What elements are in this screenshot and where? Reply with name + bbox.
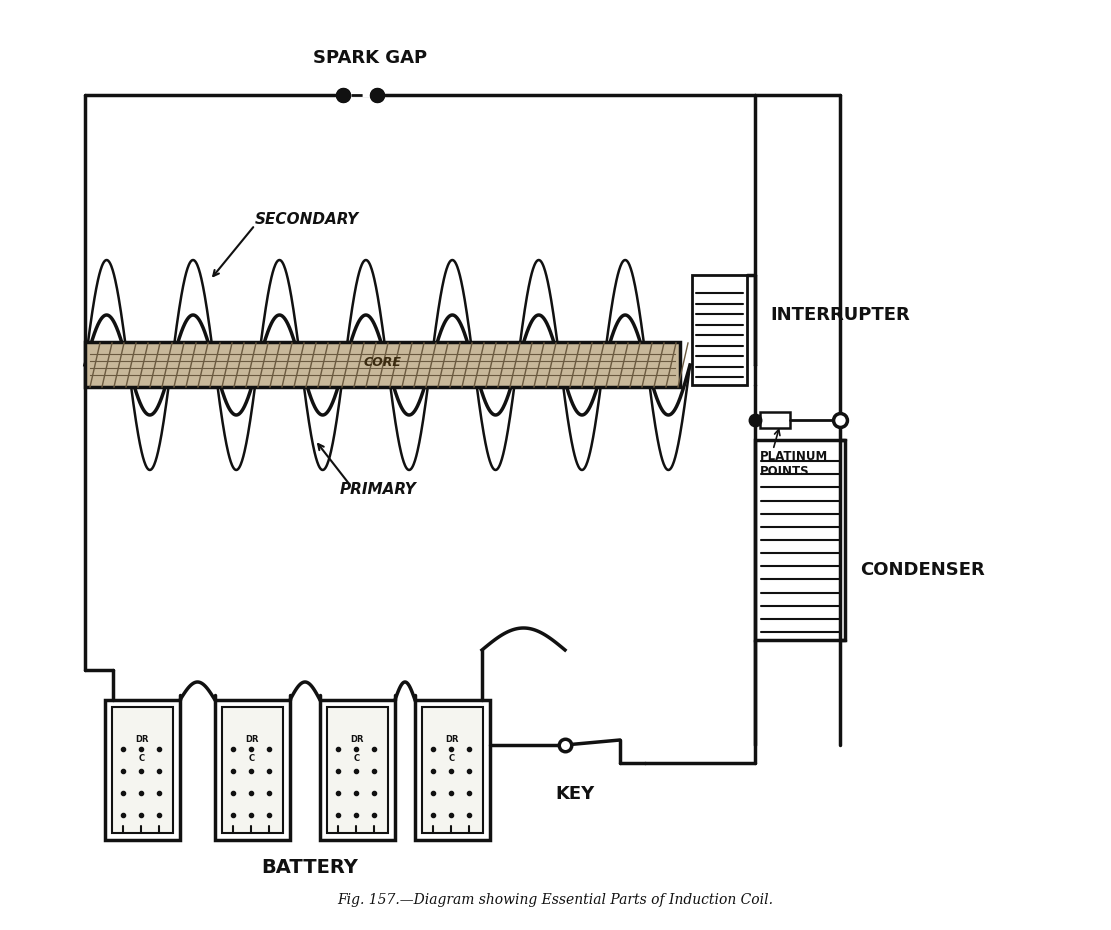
Text: KEY: KEY xyxy=(556,785,594,803)
Text: C: C xyxy=(139,754,146,764)
Bar xyxy=(755,440,845,640)
Text: DR: DR xyxy=(350,735,363,744)
Bar xyxy=(760,412,790,428)
Bar xyxy=(216,700,290,840)
Text: CORE: CORE xyxy=(363,356,401,369)
Text: CONDENSER: CONDENSER xyxy=(860,561,984,579)
Text: SPARK GAP: SPARK GAP xyxy=(313,49,427,67)
Text: DR: DR xyxy=(446,735,459,744)
Text: DR: DR xyxy=(136,735,149,744)
Text: Fig. 157.—Diagram showing Essential Parts of Induction Coil.: Fig. 157.—Diagram showing Essential Part… xyxy=(337,893,773,907)
Bar xyxy=(222,707,283,833)
Bar xyxy=(320,700,396,840)
Text: C: C xyxy=(354,754,360,764)
Bar xyxy=(327,707,388,833)
Bar xyxy=(86,342,680,387)
Bar xyxy=(106,700,180,840)
Text: C: C xyxy=(449,754,456,764)
Text: PRIMARY: PRIMARY xyxy=(340,483,417,498)
Bar xyxy=(422,707,483,833)
Text: C: C xyxy=(249,754,256,764)
Text: BATTERY: BATTERY xyxy=(261,858,359,877)
Bar xyxy=(416,700,490,840)
Text: INTERRUPTER: INTERRUPTER xyxy=(770,306,910,324)
Text: PLATINUM
POINTS: PLATINUM POINTS xyxy=(760,450,828,478)
Bar xyxy=(112,707,173,833)
Text: DR: DR xyxy=(246,735,259,744)
Bar xyxy=(692,275,747,385)
Text: SECONDARY: SECONDARY xyxy=(256,212,359,228)
